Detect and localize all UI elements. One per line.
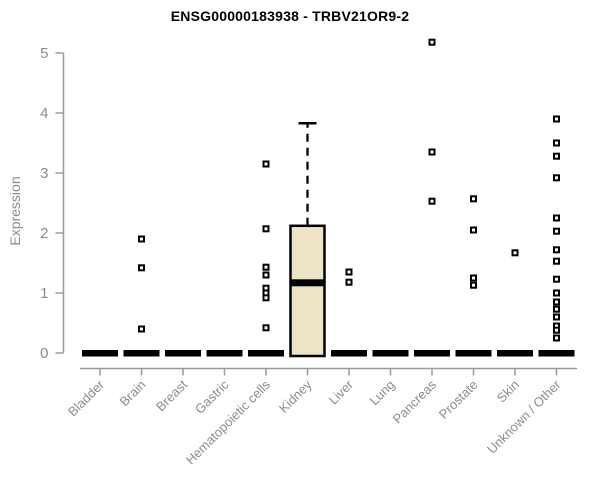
median-line: [82, 350, 118, 357]
median-line: [248, 350, 284, 357]
outlier-point: [553, 246, 560, 254]
outlier-point: [262, 271, 270, 279]
x-tick-label: Prostate: [436, 377, 481, 422]
outlier-point: [138, 325, 145, 333]
median-line: [206, 350, 243, 357]
outlier-point: [470, 226, 477, 234]
x-tick-label: Brain: [117, 377, 149, 409]
x-tick-label: Lung: [367, 377, 398, 408]
outlier-point: [553, 152, 560, 160]
outlier-point: [553, 257, 560, 265]
x-tick-label: Kidney: [276, 377, 315, 416]
median-line: [497, 350, 533, 357]
outlier-point: [553, 214, 560, 222]
x-tick-label: Gastric: [192, 377, 232, 417]
outlier-point: [553, 115, 560, 123]
chart-title: ENSG00000183938 - TRBV21OR9-2: [170, 8, 410, 24]
outlier-point: [428, 148, 436, 156]
median-line: [414, 350, 450, 357]
outlier-point: [553, 313, 560, 321]
x-tick-label: Pancreas: [390, 377, 440, 427]
y-axis-title: Expression: [7, 176, 23, 246]
outlier-point: [262, 263, 270, 271]
outlier-point: [262, 160, 270, 168]
outlier-point: [262, 294, 270, 302]
median-line: [372, 350, 409, 357]
outlier-point: [138, 235, 145, 243]
outlier-point: [553, 139, 560, 147]
outlier-point: [470, 281, 477, 289]
x-tick-label: Breast: [153, 377, 190, 414]
median-line: [123, 350, 160, 357]
median-line: [538, 350, 575, 357]
outlier-point: [511, 249, 519, 257]
outlier-point: [553, 289, 560, 297]
outlier-point: [262, 324, 270, 332]
outlier-point: [553, 326, 560, 334]
outlier-point: [428, 197, 436, 205]
outlier-point: [138, 264, 145, 272]
x-tick-label: Bladder: [65, 377, 108, 420]
median-line: [455, 350, 492, 357]
outlier-point: [262, 225, 270, 233]
outlier-point: [553, 174, 560, 182]
outlier-point: [553, 305, 560, 313]
y-tick-label: 3: [40, 165, 48, 182]
outlier-point: [553, 298, 560, 306]
x-tick-label: Liver: [326, 377, 357, 408]
box: [289, 224, 326, 358]
outlier-point: [553, 334, 560, 342]
median-line: [165, 350, 201, 357]
outlier-point: [553, 275, 560, 283]
outlier-point: [470, 195, 477, 203]
outlier-point: [345, 268, 353, 276]
x-tick-label: Unknown / Other: [484, 377, 564, 457]
outlier-point: [470, 274, 477, 282]
median-line: [331, 350, 367, 357]
y-tick-label: 1: [40, 285, 48, 302]
y-tick-label: 4: [40, 105, 48, 122]
outlier-point: [345, 278, 353, 286]
y-tick-label: 2: [40, 225, 48, 242]
median-line: [290, 279, 325, 287]
y-tick-label: 0: [40, 345, 48, 362]
outlier-point: [553, 227, 560, 235]
outlier-point: [428, 38, 436, 46]
y-tick-label: 5: [40, 45, 48, 62]
x-tick-label: Skin: [494, 377, 522, 405]
